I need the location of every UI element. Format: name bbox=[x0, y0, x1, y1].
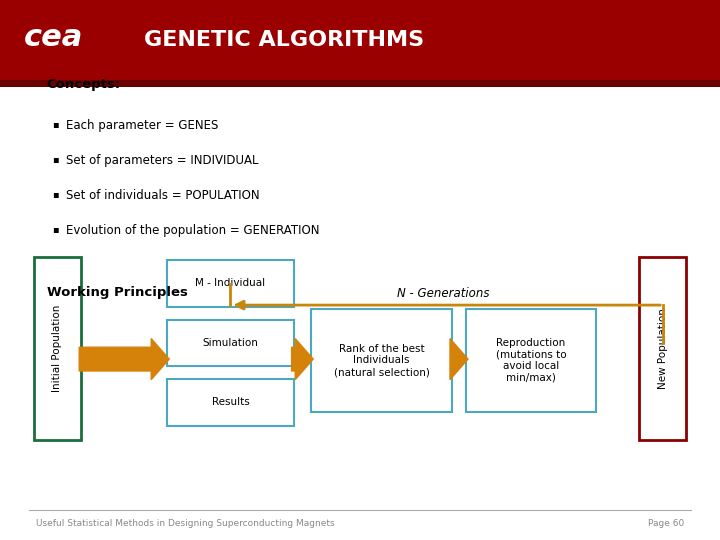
Text: ▪: ▪ bbox=[52, 154, 58, 164]
FancyBboxPatch shape bbox=[639, 256, 686, 440]
Text: Initial Population: Initial Population bbox=[53, 305, 62, 392]
Text: Evolution of the population = GENERATION: Evolution of the population = GENERATION bbox=[66, 224, 320, 237]
FancyBboxPatch shape bbox=[167, 260, 294, 307]
FancyBboxPatch shape bbox=[34, 256, 81, 440]
Text: Set of individuals = POPULATION: Set of individuals = POPULATION bbox=[66, 189, 260, 202]
FancyBboxPatch shape bbox=[0, 0, 720, 80]
Polygon shape bbox=[450, 339, 468, 380]
Text: GENETIC ALGORITHMS: GENETIC ALGORITHMS bbox=[144, 30, 424, 50]
FancyBboxPatch shape bbox=[167, 320, 294, 366]
Text: N - Generations: N - Generations bbox=[397, 287, 489, 300]
Text: ▪: ▪ bbox=[52, 189, 58, 199]
Text: Results: Results bbox=[212, 397, 249, 407]
Text: Each parameter = GENES: Each parameter = GENES bbox=[66, 119, 219, 132]
FancyBboxPatch shape bbox=[311, 309, 452, 412]
Text: ▪: ▪ bbox=[52, 224, 58, 234]
Text: ▪: ▪ bbox=[52, 119, 58, 129]
Text: Reproduction
(mutations to
avoid local
min/max): Reproduction (mutations to avoid local m… bbox=[495, 338, 567, 383]
Polygon shape bbox=[79, 339, 169, 380]
Text: Page 60: Page 60 bbox=[648, 519, 684, 528]
Text: Useful Statistical Methods in Designing Superconducting Magnets: Useful Statistical Methods in Designing … bbox=[36, 519, 335, 528]
Text: M - Individual: M - Individual bbox=[195, 279, 266, 288]
Text: New Population: New Population bbox=[658, 308, 667, 389]
FancyBboxPatch shape bbox=[167, 379, 294, 426]
Text: Concepts:: Concepts: bbox=[47, 78, 121, 91]
Polygon shape bbox=[292, 339, 313, 380]
Text: Rank of the best
Individuals
(natural selection): Rank of the best Individuals (natural se… bbox=[333, 344, 430, 377]
FancyBboxPatch shape bbox=[466, 309, 596, 412]
FancyBboxPatch shape bbox=[0, 80, 720, 87]
Text: cea: cea bbox=[24, 23, 84, 52]
Text: Working Principles: Working Principles bbox=[47, 286, 188, 299]
Text: Simulation: Simulation bbox=[202, 338, 258, 348]
Text: Set of parameters = INDIVIDUAL: Set of parameters = INDIVIDUAL bbox=[66, 154, 258, 167]
